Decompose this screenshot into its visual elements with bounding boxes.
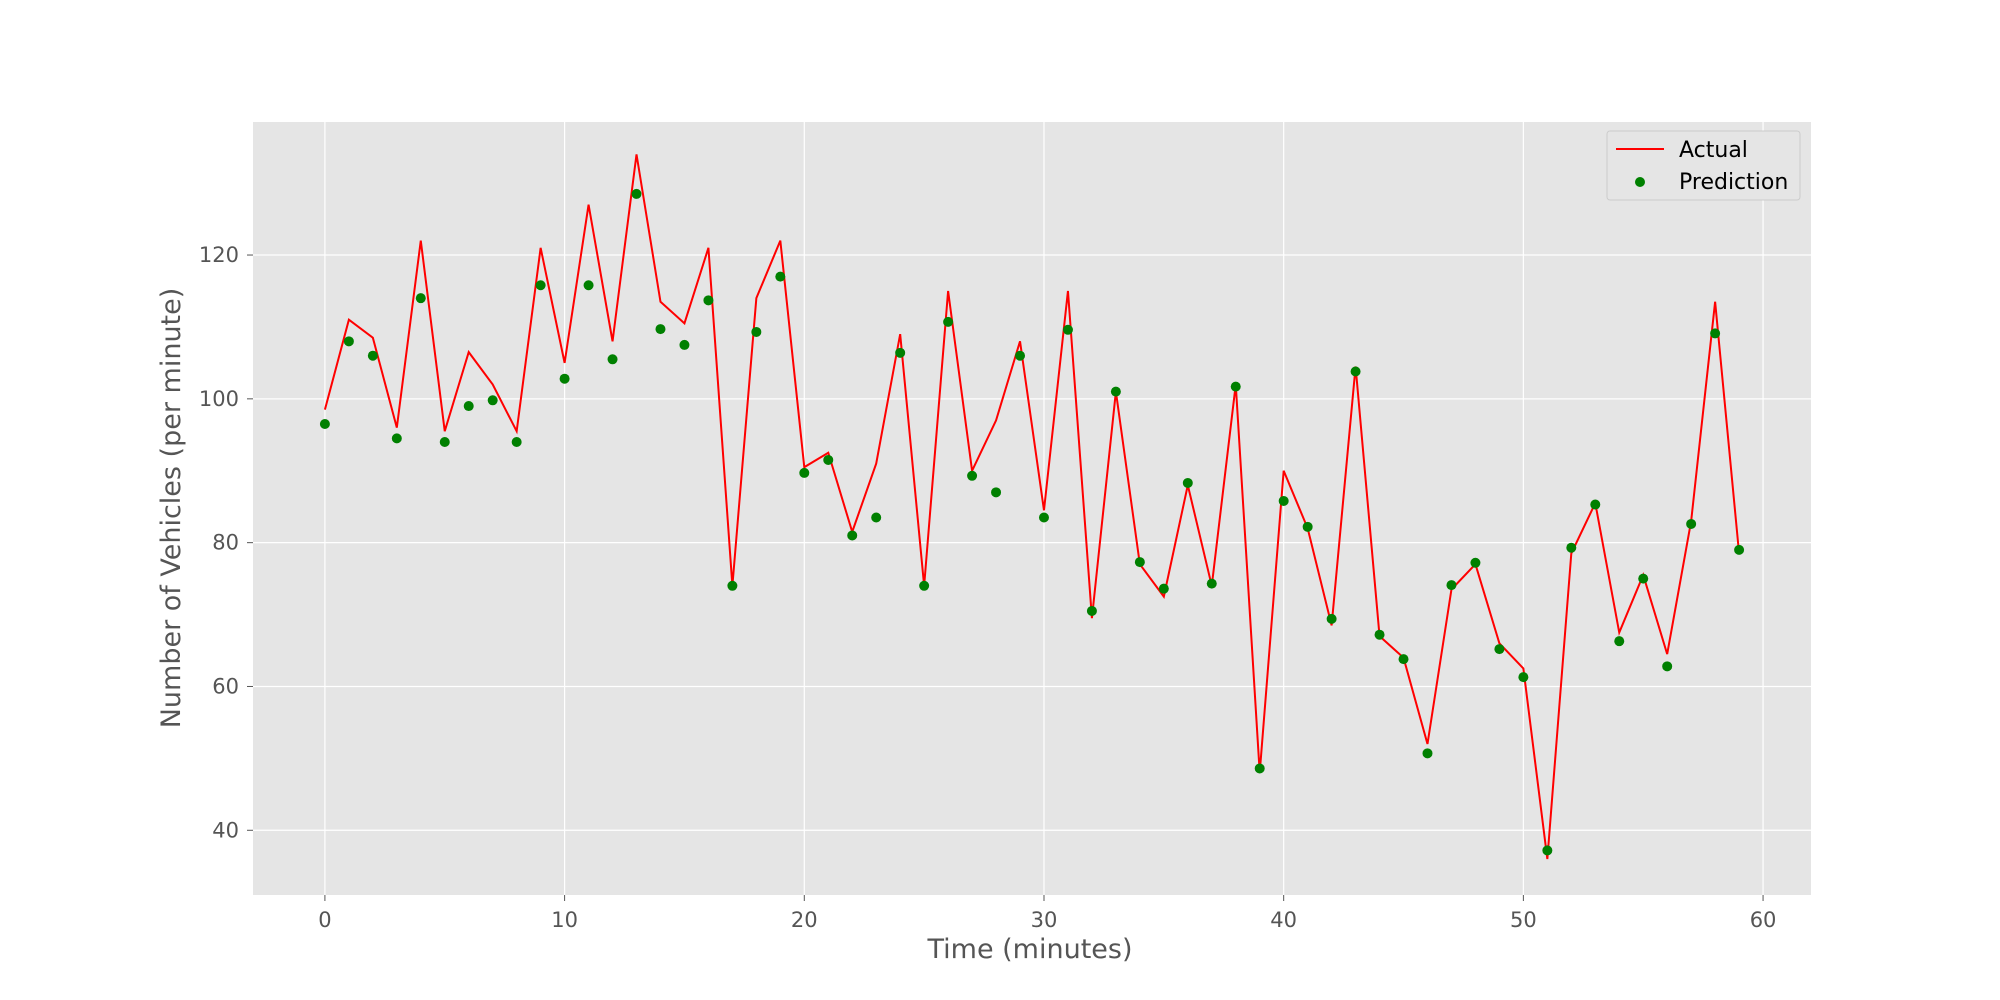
x-tick-label: 0 [318,908,331,932]
y-tick-label: 100 [199,387,239,411]
prediction-point [1326,613,1337,624]
x-tick-label: 10 [551,908,578,932]
prediction-point [1278,495,1289,506]
x-tick-label: 60 [1750,908,1777,932]
prediction-point [583,280,594,291]
prediction-point [415,293,426,304]
prediction-point [1638,573,1649,584]
series-layer [319,154,1745,860]
y-tick-label: 80 [212,531,239,555]
prediction-point [727,580,738,591]
prediction-point [799,467,810,478]
x-tick-label: 50 [1510,908,1537,932]
prediction-point [1494,644,1505,655]
prediction-point [991,487,1002,498]
prediction-point [631,188,642,199]
prediction-point [535,280,546,291]
plot-background [253,122,1811,895]
prediction-point [967,470,978,481]
prediction-point [1015,350,1026,361]
prediction-point [1254,763,1265,774]
prediction-point [1182,477,1193,488]
prediction-point [1062,324,1073,335]
prediction-point [1710,328,1721,339]
prediction-point [1590,499,1601,510]
y-tick-label: 40 [212,818,239,842]
prediction-point [943,316,954,327]
legend-actual-label: Actual [1679,138,1748,163]
x-axis-label: Time (minutes) [926,934,1132,965]
x-tick-label: 40 [1270,908,1297,932]
prediction-point [1086,605,1097,616]
x-tick-label: 30 [1031,908,1058,932]
prediction-point [1446,580,1457,591]
prediction-point [1422,748,1433,759]
prediction-point [871,512,882,523]
prediction-point [1110,386,1121,397]
prediction-point [919,580,930,591]
y-tick-label: 120 [199,243,239,267]
prediction-point [751,326,762,337]
prediction-point [1470,557,1481,568]
prediction-point [847,530,858,541]
prediction-point [1398,654,1409,665]
prediction-point [439,436,450,447]
grid-lines [253,122,1811,895]
prediction-point [775,271,786,282]
prediction-point [1542,845,1553,856]
prediction-point [463,401,474,412]
prediction-point [1038,512,1049,523]
prediction-point [343,336,354,347]
legend: Actual Prediction [1606,130,1801,201]
prediction-point [391,433,402,444]
prediction-point [1302,521,1313,532]
prediction-point [1158,583,1169,594]
legend-prediction-label: Prediction [1679,170,1788,195]
prediction-point [1350,366,1361,377]
prediction-point [655,324,666,335]
y-axis-label: Number of Vehicles (per minute) [156,288,187,729]
prediction-point [1686,518,1697,529]
prediction-point [1734,544,1745,555]
x-tick-label: 20 [791,908,818,932]
prediction-point [679,339,690,350]
tick-labels: 0 10 20 30 40 50 60 40 60 80 100 120 [199,243,1777,932]
prediction-point [1614,636,1625,647]
prediction-point [1230,381,1241,392]
prediction-point [703,295,714,306]
prediction-point [1662,661,1673,672]
prediction-point [559,373,570,384]
prediction-point [511,436,522,447]
prediction-point [1206,578,1217,589]
prediction-point [607,354,618,365]
prediction-point [1566,542,1577,553]
prediction-point [487,395,498,406]
prediction-point [1134,557,1145,568]
prediction-point [1374,629,1385,640]
prediction-point [1518,672,1529,683]
prediction-point [895,347,906,358]
prediction-point [367,350,378,361]
prediction-point [823,454,834,465]
prediction-point [319,419,330,430]
legend-prediction-marker [1635,177,1645,187]
y-tick-label: 60 [212,674,239,698]
